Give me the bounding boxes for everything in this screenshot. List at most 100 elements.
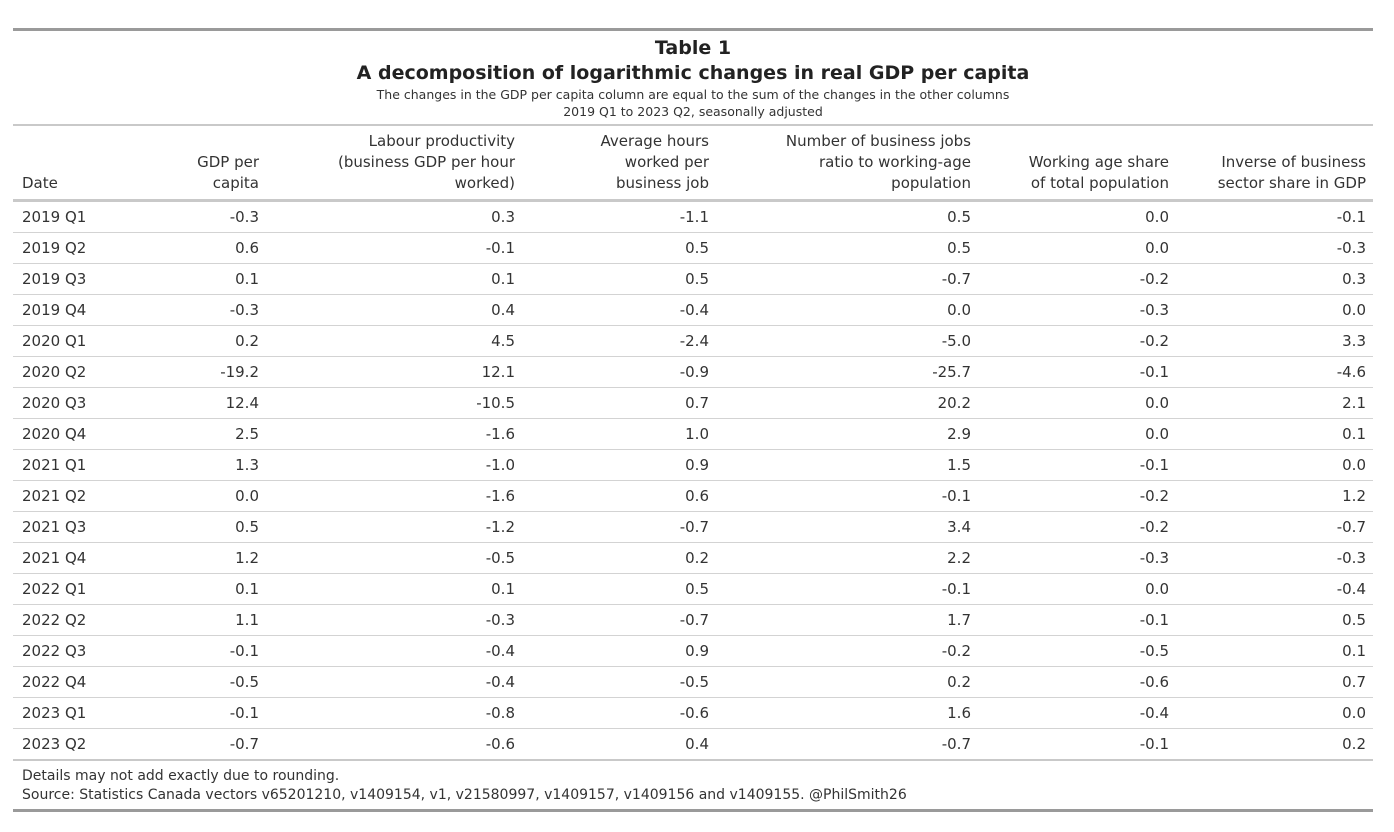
date-cell: 2019 Q3 <box>22 270 87 288</box>
value-cell: -0.1 <box>1139 456 1169 474</box>
value-cell: -0.2 <box>1139 487 1169 505</box>
table-row: 2020 Q1 0.2 4.5 -2.4 -5.0 -0.2 3.3 <box>13 326 1373 357</box>
value-cell: 0.0 <box>947 301 971 319</box>
value-cell: 0.6 <box>235 239 259 257</box>
table-row: 2020 Q2 -19.2 12.1 -0.9 -25.7 -0.1 -4.6 <box>13 357 1373 388</box>
column-header: Inverse of business sector share in GDP <box>1176 125 1373 201</box>
value-cell: 12.4 <box>225 394 259 412</box>
table-subtitle: The changes in the GDP per capita column… <box>376 87 1010 102</box>
column-header-line: (business GDP per hour <box>337 153 515 171</box>
value-cell: 1.7 <box>947 611 971 629</box>
value-cell: 20.2 <box>937 394 971 412</box>
value-cell: 0.0 <box>1145 239 1169 257</box>
value-cell: 0.1 <box>235 270 259 288</box>
value-cell: -0.5 <box>1139 642 1169 660</box>
value-cell: 1.2 <box>1342 487 1366 505</box>
column-header-line: capita <box>212 174 259 192</box>
table-row: 2021 Q1 1.3 -1.0 0.9 1.5 -0.1 0.0 <box>13 450 1373 481</box>
value-cell: -0.5 <box>229 673 259 691</box>
gdp-decomposition-table: Date GDP per capita Labour productivity (bus… <box>13 124 1373 761</box>
value-cell: 0.3 <box>491 208 515 226</box>
column-header-line: worked) <box>454 174 515 192</box>
table-title: A decomposition of logarithmic changes i… <box>356 62 1030 84</box>
table-body: 2019 Q1 -0.3 0.3 -1.1 0.5 0.0 -0.1 2019 Q2 0.6 -0… <box>13 201 1373 760</box>
source-note: Source: Statistics Canada vectors v65201… <box>22 787 907 803</box>
value-cell: -1.2 <box>485 518 515 536</box>
table-date-range: 2019 Q1 to 2023 Q2, seasonally adjusted <box>563 104 823 119</box>
value-cell: 0.6 <box>685 487 709 505</box>
date-cell: 2021 Q4 <box>22 549 87 567</box>
table-row: 2022 Q1 0.1 0.1 0.5 -0.1 0.0 -0.4 <box>13 574 1373 605</box>
value-cell: -0.4 <box>1139 704 1169 722</box>
value-cell: -0.2 <box>1139 518 1169 536</box>
date-cell: 2022 Q3 <box>22 642 87 660</box>
date-cell: 2019 Q1 <box>22 208 87 226</box>
date-cell: 2020 Q2 <box>22 363 87 381</box>
value-cell: 0.5 <box>947 239 971 257</box>
date-cell: 2020 Q3 <box>22 394 87 412</box>
value-cell: -0.3 <box>485 611 515 629</box>
column-header-line: population <box>891 174 971 192</box>
value-cell: 4.5 <box>491 332 515 350</box>
value-cell: 0.1 <box>235 580 259 598</box>
value-cell: -0.3 <box>1336 239 1366 257</box>
column-header-line: business job <box>615 174 709 192</box>
value-cell: 1.2 <box>235 549 259 567</box>
date-cell: 2020 Q1 <box>22 332 87 350</box>
value-cell: 1.0 <box>685 425 709 443</box>
column-header-line: Number of business jobs <box>785 132 971 150</box>
value-cell: 2.9 <box>947 425 971 443</box>
value-cell: -2.4 <box>679 332 709 350</box>
value-cell: -0.3 <box>229 208 259 226</box>
column-header-line: GDP per <box>197 153 259 171</box>
date-cell: 2021 Q3 <box>22 518 87 536</box>
value-cell: -0.2 <box>941 642 971 660</box>
value-cell: -1.0 <box>485 456 515 474</box>
table-label: Table 1 <box>654 37 732 59</box>
value-cell: -0.1 <box>941 580 971 598</box>
value-cell: -0.5 <box>485 549 515 567</box>
date-cell: 2023 Q2 <box>22 735 87 753</box>
rounding-note: Details may not add exactly due to round… <box>22 768 340 784</box>
header-row: Date GDP per capita Labour productivity (bus… <box>13 125 1373 201</box>
value-cell: 0.5 <box>947 208 971 226</box>
table-heading: Table 1 A decomposition of logarithmic c… <box>13 31 1373 120</box>
value-cell: -0.7 <box>941 735 971 753</box>
value-cell: -0.1 <box>1139 735 1169 753</box>
value-cell: -0.1 <box>229 704 259 722</box>
value-cell: -0.1 <box>229 642 259 660</box>
value-cell: -0.4 <box>679 301 709 319</box>
column-header-line: Labour productivity <box>368 132 515 150</box>
value-cell: -0.9 <box>679 363 709 381</box>
table-row: 2022 Q3 -0.1 -0.4 0.9 -0.2 -0.5 0.1 <box>13 636 1373 667</box>
value-cell: -10.5 <box>476 394 515 412</box>
column-header-line: ratio to working-age <box>818 153 971 171</box>
column-header-line: of total population <box>1030 174 1169 192</box>
value-cell: 0.1 <box>491 270 515 288</box>
column-header-line: Inverse of business <box>1221 153 1366 171</box>
value-cell: 0.3 <box>1342 270 1366 288</box>
value-cell: -0.3 <box>1336 549 1366 567</box>
table-row: 2020 Q4 2.5 -1.6 1.0 2.9 0.0 0.1 <box>13 419 1373 450</box>
table-row: 2022 Q2 1.1 -0.3 -0.7 1.7 -0.1 0.5 <box>13 605 1373 636</box>
value-cell: 0.5 <box>685 580 709 598</box>
value-cell: -0.6 <box>679 704 709 722</box>
value-cell: 0.2 <box>947 673 971 691</box>
column-header-line: worked per <box>624 153 709 171</box>
date-cell: 2019 Q4 <box>22 301 87 319</box>
value-cell: 2.2 <box>947 549 971 567</box>
column-header-line: Average hours <box>600 132 709 150</box>
value-cell: 0.1 <box>1342 425 1366 443</box>
value-cell: 2.5 <box>235 425 259 443</box>
value-cell: 1.3 <box>235 456 259 474</box>
table-row: 2022 Q4 -0.5 -0.4 -0.5 0.2 -0.6 0.7 <box>13 667 1373 698</box>
value-cell: 12.1 <box>481 363 515 381</box>
date-cell: 2021 Q1 <box>22 456 87 474</box>
value-cell: -0.7 <box>1336 518 1366 536</box>
value-cell: 0.0 <box>1145 425 1169 443</box>
value-cell: -0.4 <box>485 673 515 691</box>
table-row: 2021 Q4 1.2 -0.5 0.2 2.2 -0.3 -0.3 <box>13 543 1373 574</box>
value-cell: -4.6 <box>1336 363 1366 381</box>
value-cell: -0.1 <box>1139 363 1169 381</box>
value-cell: 0.5 <box>235 518 259 536</box>
